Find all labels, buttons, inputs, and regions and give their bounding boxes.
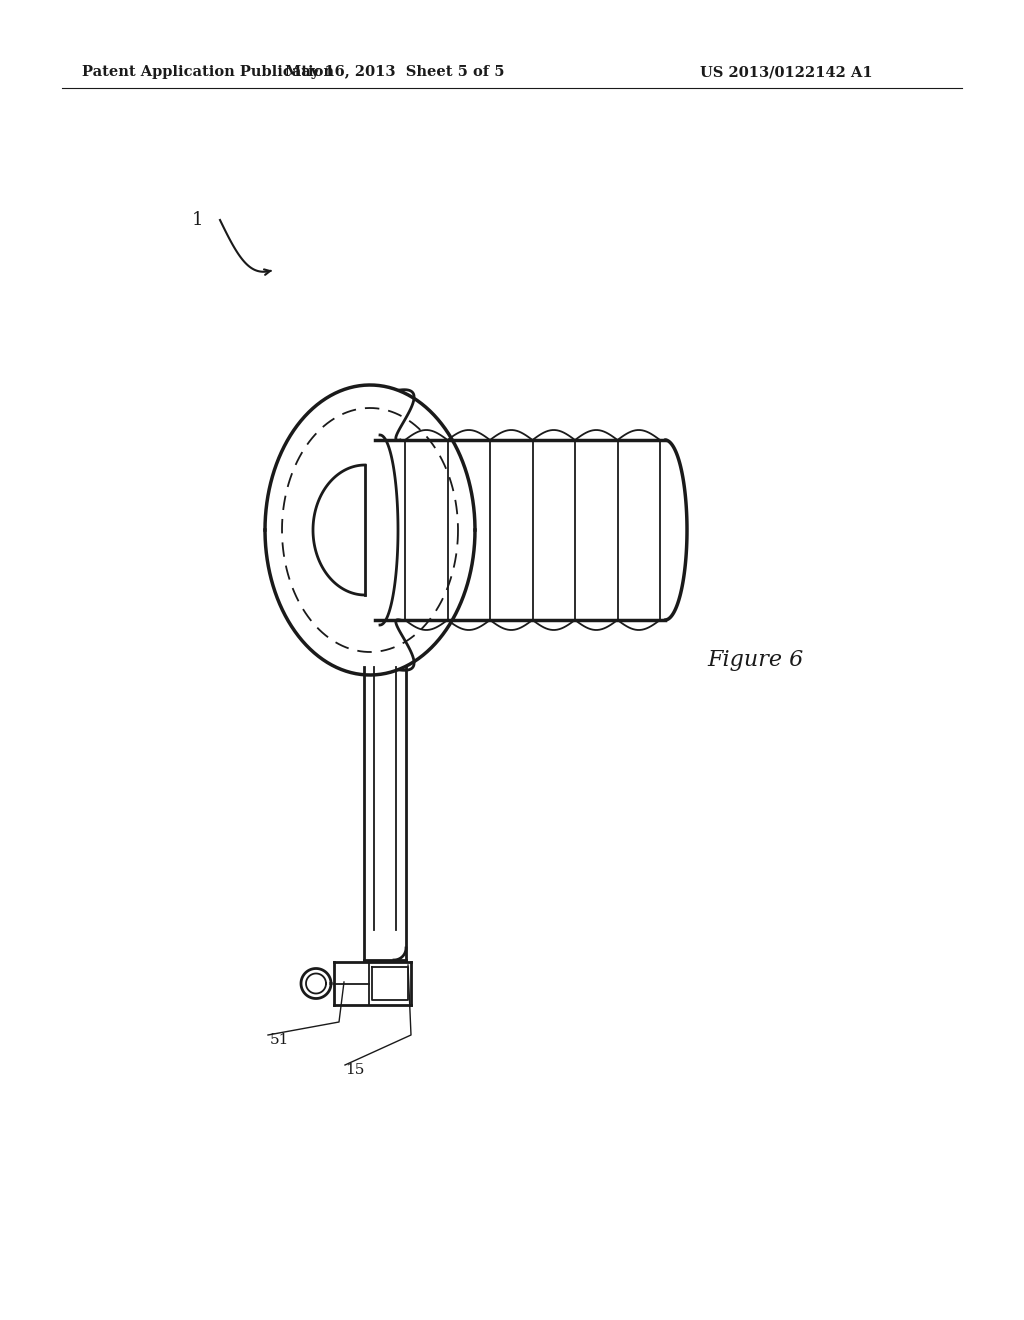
Text: Patent Application Publication: Patent Application Publication	[82, 65, 334, 79]
Text: 1: 1	[193, 211, 204, 228]
Text: 15: 15	[345, 1063, 365, 1077]
Text: Figure 6: Figure 6	[707, 649, 803, 671]
Text: US 2013/0122142 A1: US 2013/0122142 A1	[700, 65, 872, 79]
Text: May 16, 2013  Sheet 5 of 5: May 16, 2013 Sheet 5 of 5	[286, 65, 505, 79]
Text: 51: 51	[270, 1034, 290, 1047]
